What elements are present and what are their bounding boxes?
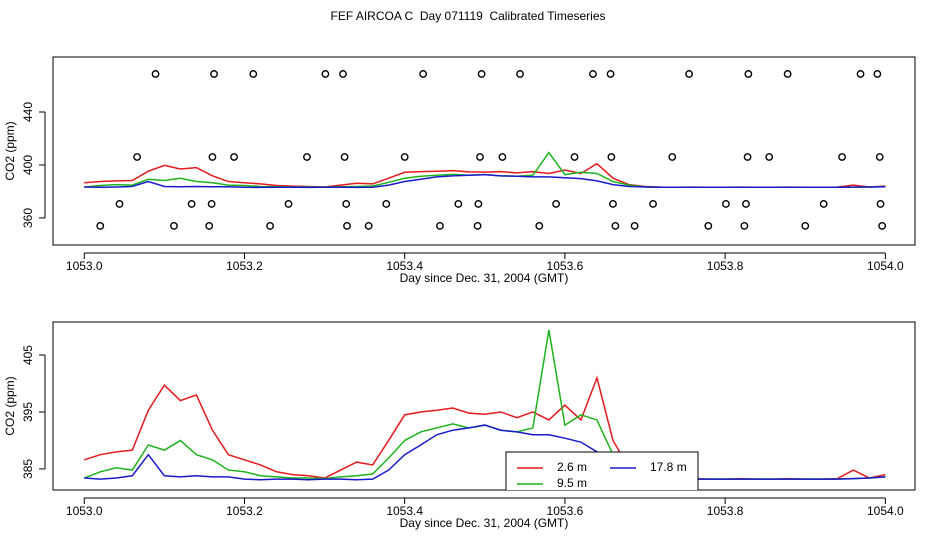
flag-point [207,200,216,208]
x-tick-label: 1054.0 [867,259,904,273]
plot-frame [52,56,916,246]
flag-point [340,153,349,161]
y-axis-title: CO2 (ppm) [3,121,17,180]
x-tick-label: 1054.0 [867,504,904,518]
flag-point [856,70,865,78]
flag-point [875,153,884,161]
y-tick-label: 440 [21,102,35,122]
x-tick-label: 1053.4 [386,259,423,273]
flag-point [133,153,142,161]
flag-point [498,153,507,161]
flag-point [611,222,620,230]
flag-point [339,70,347,78]
y-tick-label: 405 [21,345,35,365]
flag-point [744,70,753,78]
flag-point [535,222,544,230]
x-tick-label: 1053.6 [547,504,584,518]
flag-point [151,70,160,78]
flag-point [473,222,482,230]
series-line [84,424,886,481]
x-tick-label: 1053.2 [226,504,263,518]
flag-point [819,200,828,208]
flag-point [266,222,275,230]
flag-point [284,200,293,208]
series-line [84,375,886,480]
plot-area: 2.6 m 9.5 m 17.8 m [83,329,886,490]
y-tick-label: 385 [21,459,35,479]
x-tick-label: 1053.2 [226,259,263,273]
flag-point [115,200,124,208]
x-tick-label: 1053.8 [707,259,744,273]
flag-point [400,153,409,161]
x-tick-label: 1053.0 [66,504,103,518]
flag-point [630,222,639,230]
flag-point [382,200,391,208]
flag-point [342,200,351,208]
flag-point [570,153,579,161]
x-axis-title: Day since Dec. 31, 2004 (GMT) [400,516,569,530]
flag-point [205,222,214,230]
flag-point [876,200,885,208]
series-line [84,173,886,189]
figure-title: FEF AIRCOA C Day 071119 Calibrated Times… [331,9,606,23]
flag-point [743,153,752,161]
flag-point [609,200,617,208]
plot-area [84,70,887,230]
flag-point [873,70,882,78]
flag-point [454,200,463,208]
flag-point [474,200,483,208]
flag-point [476,153,484,161]
y-tick-label: 360 [21,208,35,228]
flag-point [208,153,217,161]
flag-point [649,200,657,208]
legend-label: 9.5 m [557,476,587,490]
legend-label: 17.8 m [650,460,687,474]
flag-point [210,70,218,78]
flag-point [838,153,846,161]
legend-label: 2.6 m [557,460,587,474]
flag-point [685,70,693,78]
flag-point [170,222,178,230]
flag-point [321,70,330,78]
flag-point [704,222,713,230]
flag-point [878,222,887,230]
flag-point [249,70,258,78]
flag-point [740,222,749,230]
flag-point [668,153,677,161]
flag-point [552,200,561,208]
x-tick-label: 1053.6 [547,259,584,273]
flag-point [722,200,730,208]
flag-point [303,153,311,161]
flag-point [801,222,810,230]
y-tick-label: 400 [21,155,35,175]
series-line [84,151,886,188]
flag-point [516,70,524,78]
flag-point [742,200,750,208]
flag-point [187,200,196,208]
series-line [83,329,886,480]
y-axis-title: CO2 (ppm) [3,376,17,435]
flag-point [606,70,615,78]
flag-point [230,153,238,161]
x-tick-label: 1053.4 [386,504,423,518]
series-line [84,162,886,188]
x-tick-label: 1053.0 [66,259,103,273]
flag-point [765,153,774,161]
x-tick-label: 1053.8 [707,504,744,518]
plot-frame [52,321,916,491]
flag-point [589,70,597,78]
flag-point [436,222,444,230]
flag-point [343,222,351,230]
flag-point [96,222,105,230]
flag-point [364,222,373,230]
flag-point [477,70,486,78]
flag-point [419,70,428,78]
flag-point [607,153,616,161]
y-tick-label: 395 [21,402,35,422]
flag-point [783,70,792,78]
x-axis-title: Day since Dec. 31, 2004 (GMT) [400,271,569,285]
